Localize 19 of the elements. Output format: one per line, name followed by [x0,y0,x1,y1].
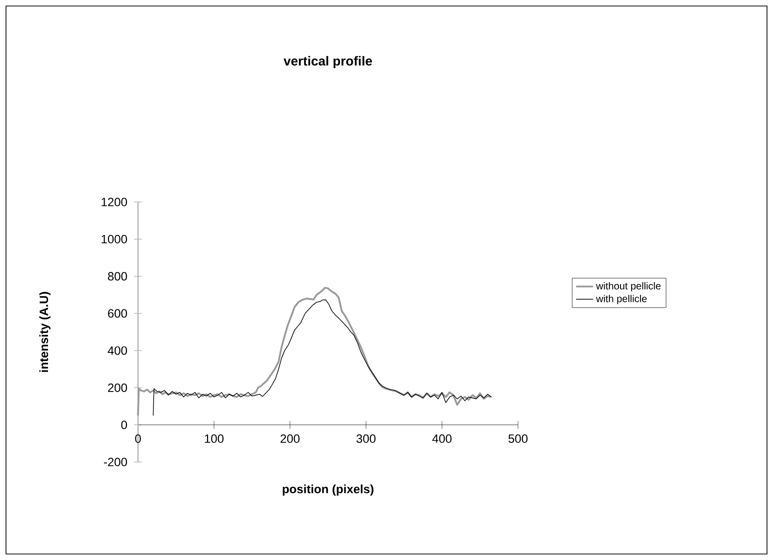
y-axis-title: intensity (A.U) [39,292,50,372]
x-axis-title: position (pixels) [282,484,374,496]
y-tick-label: 400 [108,346,127,355]
x-tick-label: 100 [204,434,224,443]
x-tick-label: 400 [432,434,452,443]
y-tick-label: 200 [108,383,127,392]
x-tick-label: 300 [356,434,376,443]
y-tick-label: 1200 [102,198,127,206]
y-tick-label: 0 [121,420,128,430]
chart-title: vertical profile [284,56,372,68]
y-tick-label: 600 [108,309,127,318]
legend-label: without pellicle [596,282,661,292]
x-tick-label: 500 [508,434,528,443]
y-tick-label: 800 [108,272,127,281]
legend-label: with pellicle [596,294,647,304]
x-tick-label: 0 [135,434,141,443]
y-tick-label: 1000 [102,234,127,244]
x-tick-label: 200 [280,434,300,443]
y-tick-label: -200 [104,458,127,466]
